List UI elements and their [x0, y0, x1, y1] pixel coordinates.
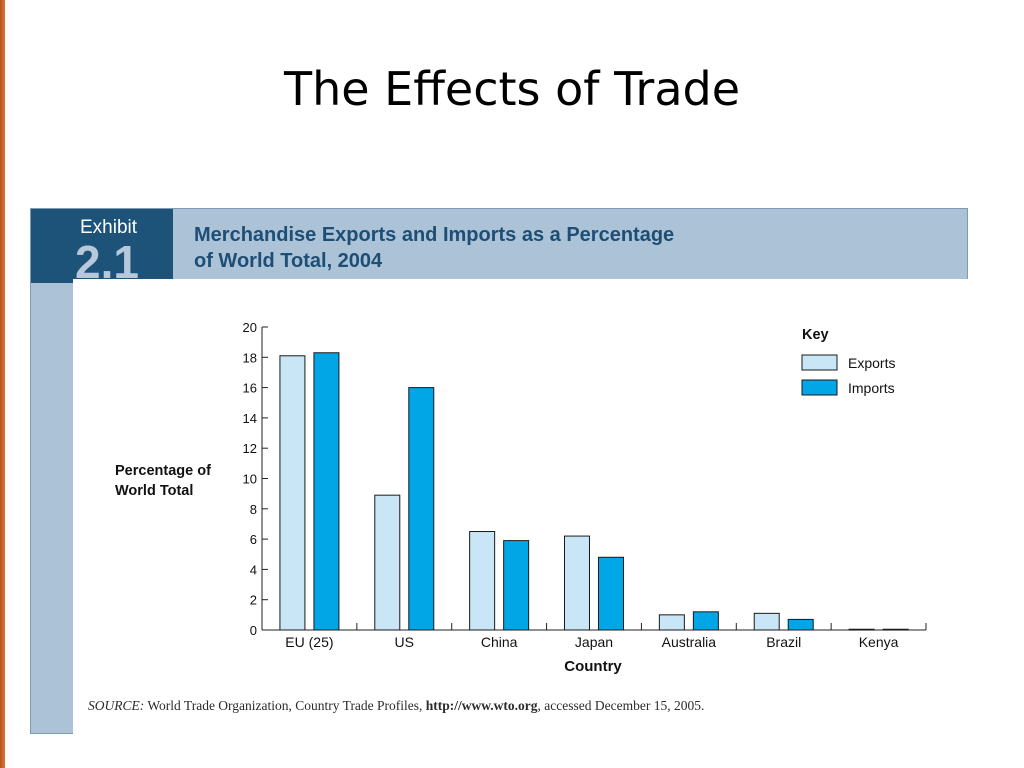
exhibit-badge: Exhibit 2.1 — [31, 209, 173, 288]
y-tick-label: 18 — [243, 350, 257, 365]
bar-exports-2 — [374, 494, 401, 631]
bar-imports-2 — [408, 387, 435, 631]
slide-left-edge — [0, 0, 5, 768]
x-tick-label: Japan — [575, 634, 613, 650]
bar-imports-3 — [503, 540, 530, 631]
chart-labels: 0 2 4 6 8 10 12 14 16 18 20 EU (25) US China Japan Aust… — [115, 320, 899, 675]
x-tick-label: China — [481, 634, 518, 650]
y-tick-label: 10 — [243, 472, 257, 487]
legend-swatch-exports — [801, 354, 838, 371]
exhibit-heading-line1: Merchandise Exports and Imports as a Per… — [194, 224, 675, 246]
x-tick-label: EU (25) — [285, 634, 333, 650]
chart-legend: Key Exports Imports — [801, 327, 895, 396]
bar-exports-3 — [469, 531, 496, 631]
bar-exports-4 — [564, 535, 590, 631]
y-tick-label: 12 — [243, 441, 257, 456]
source-label: SOURCE: — [88, 698, 145, 713]
bar-exports-5 — [658, 614, 685, 631]
source-url[interactable]: http://www.wto.org — [425, 698, 538, 713]
y-tick-label: 0 — [250, 623, 257, 638]
bar-imports-1 — [313, 352, 340, 631]
exhibit-number: 2.1 — [75, 236, 139, 288]
y-tick-label: 14 — [243, 411, 257, 426]
chart-panel: 0 2 4 6 8 10 12 14 16 18 20 EU (25) US China Japan Aust… — [73, 279, 968, 734]
bar-exports-1 — [279, 355, 306, 631]
slide-title: The Effects of Trade — [283, 62, 741, 116]
bar-imports-7 — [882, 628, 909, 631]
y-tick-label: 6 — [250, 532, 257, 547]
exhibit-heading-line2: of World Total, 2004 — [194, 250, 383, 272]
source-text: World Trade Organization, Country Trade … — [147, 698, 423, 713]
y-tick-label: 8 — [250, 502, 257, 517]
legend-swatch-imports — [801, 379, 838, 396]
legend-title: Key — [802, 327, 829, 343]
bar-chart: 0 2 4 6 8 10 12 14 16 18 20 EU (25) US China Japan Aust… — [115, 320, 927, 675]
exhibit-heading: Merchandise Exports and Imports as a Per… — [194, 222, 834, 274]
source-suffix: , accessed December 15, 2005. — [537, 698, 705, 713]
source-note: SOURCE: World Trade Organization, Countr… — [88, 698, 704, 714]
y-tick-label: 20 — [243, 320, 257, 335]
legend-label-exports: Exports — [848, 355, 895, 371]
bar-exports-6 — [753, 612, 780, 631]
y-axis-label: World Total — [115, 483, 193, 499]
bar-imports-6 — [787, 618, 814, 631]
exhibit-frame: Exhibit 2.1 Merchandise Exports and Impo… — [30, 208, 968, 734]
bar-imports-5 — [692, 611, 719, 631]
exhibit-label: Exhibit — [80, 217, 138, 238]
x-tick-label: Brazil — [766, 634, 801, 650]
x-tick-label: US — [395, 634, 414, 650]
x-axis-label: Country — [564, 658, 622, 675]
y-tick-label: 2 — [250, 593, 257, 608]
x-tick-label: Kenya — [859, 634, 899, 650]
chart-axes — [261, 326, 927, 631]
x-tick-label: Australia — [662, 634, 717, 650]
y-axis-label: Percentage of — [115, 463, 211, 479]
bar-exports-7 — [848, 628, 875, 631]
legend-label-imports: Imports — [848, 380, 895, 396]
chart-bars — [279, 352, 909, 631]
bar-imports-4 — [598, 556, 624, 631]
y-tick-label: 16 — [243, 381, 257, 396]
y-tick-label: 4 — [250, 562, 257, 577]
